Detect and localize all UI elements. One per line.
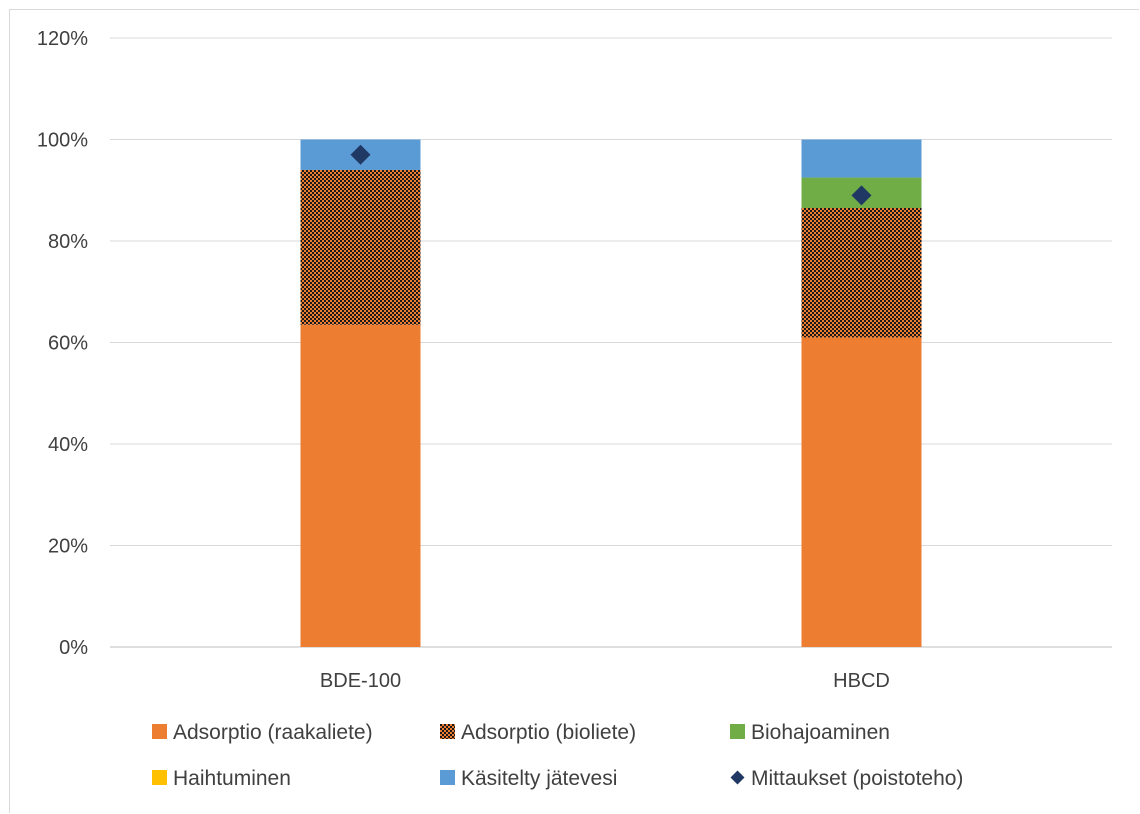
y-tick-label: 40%	[48, 434, 88, 456]
x-category-label: BDE-100	[320, 670, 401, 692]
y-tick-label: 100%	[37, 130, 88, 152]
measurement-marker	[851, 185, 872, 206]
bar-segment	[801, 337, 922, 647]
x-category-label: HBCD	[833, 670, 890, 692]
legend-swatch	[730, 724, 745, 739]
y-tick-label: 0%	[59, 637, 88, 659]
legend-label: Haihtuminen	[173, 767, 291, 790]
x-axis-category-labels: BDE-100 HBCD	[320, 670, 890, 692]
legend-label: Mittaukset (poistoteho)	[751, 767, 963, 790]
bar-segment	[801, 208, 922, 338]
bar-segment	[300, 324, 421, 647]
y-axis-tick-labels: 0% 20% 40% 60% 80% 100% 120%	[37, 28, 88, 659]
measurement-marker	[350, 144, 371, 165]
legend-swatch-diamond	[730, 770, 745, 785]
legend: Adsorptio (raakaliete) Adsorptio (bioliet…	[152, 721, 963, 790]
legend-swatch	[152, 770, 167, 785]
bar-segment	[801, 139, 922, 178]
bar-segment	[300, 169, 421, 325]
measurement-markers	[350, 144, 872, 206]
y-tick-label: 80%	[48, 231, 88, 253]
legend-label: Adsorptio (raakaliete)	[173, 721, 373, 744]
gridlines	[110, 37, 1112, 648]
legend-label: Käsitelty jätevesi	[461, 767, 617, 790]
y-tick-label: 20%	[48, 536, 88, 558]
legend-swatch	[440, 724, 455, 739]
chart-frame	[9, 9, 1139, 813]
y-tick-label: 120%	[37, 28, 88, 50]
legend-label: Adsorptio (bioliete)	[461, 721, 636, 744]
legend-swatch	[152, 724, 167, 739]
bars	[300, 139, 922, 647]
legend-swatch	[440, 770, 455, 785]
legend-label: Biohajoaminen	[751, 721, 890, 744]
y-tick-label: 60%	[48, 333, 88, 355]
